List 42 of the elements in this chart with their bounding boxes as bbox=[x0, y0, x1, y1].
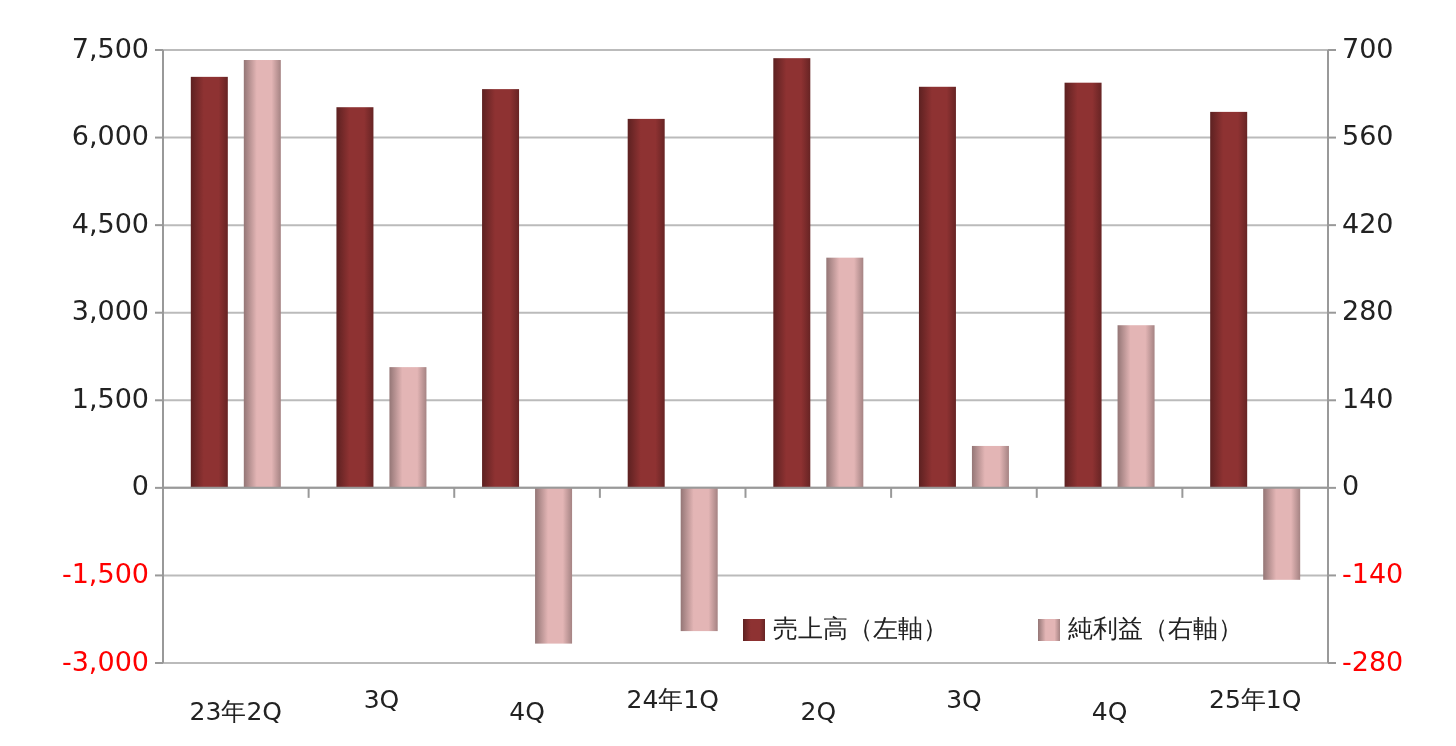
bar bbox=[482, 89, 520, 488]
bar bbox=[1210, 111, 1248, 488]
x-tick-label: 2Q bbox=[800, 697, 837, 726]
x-tick-label: 3Q bbox=[363, 685, 400, 714]
bar bbox=[680, 487, 718, 632]
bar bbox=[918, 86, 956, 488]
x-tick-label: 25年1Q bbox=[1208, 685, 1302, 714]
bar bbox=[1117, 325, 1155, 488]
y-tick-label: 4,500 bbox=[71, 207, 149, 239]
bar bbox=[826, 257, 864, 488]
x-tick-label: 4Q bbox=[509, 697, 545, 726]
y2-tick-label: 140 bbox=[1342, 382, 1394, 414]
y2-tick-label: -280 bbox=[1342, 645, 1404, 677]
y-tick-label: -3,000 bbox=[61, 645, 149, 677]
y-tick-label: 7,500 bbox=[71, 32, 149, 64]
bar bbox=[1064, 82, 1102, 488]
bar bbox=[243, 60, 281, 488]
x-tick-label: 4Q bbox=[1091, 697, 1128, 726]
y2-tick-label: 560 bbox=[1342, 120, 1394, 152]
legend-label: 売上高（左軸） bbox=[773, 614, 948, 643]
y2-tick-label: 280 bbox=[1342, 295, 1394, 327]
y-tick-label: 6,000 bbox=[71, 120, 149, 152]
x-tick-label: 24年1Q bbox=[626, 685, 719, 714]
bar bbox=[389, 367, 427, 488]
legend-label: 純利益（右軸） bbox=[1068, 614, 1243, 643]
bar bbox=[535, 487, 573, 644]
y-tick-label: 3,000 bbox=[71, 295, 149, 327]
y2-tick-label: -140 bbox=[1342, 557, 1404, 589]
y-tick-label: 0 bbox=[131, 470, 149, 502]
bar bbox=[627, 118, 665, 488]
x-tick-label: 23年2Q bbox=[189, 697, 283, 726]
bar bbox=[336, 107, 374, 488]
y2-tick-label: 700 bbox=[1342, 32, 1394, 64]
y2-tick-label: 0 bbox=[1342, 470, 1360, 502]
bar bbox=[190, 76, 228, 488]
bar bbox=[773, 58, 811, 488]
y-tick-label: -1,500 bbox=[61, 557, 149, 589]
bar bbox=[1263, 487, 1301, 580]
y2-tick-label: 420 bbox=[1342, 207, 1394, 239]
x-tick-label: 3Q bbox=[946, 685, 982, 714]
y-tick-label: 1,500 bbox=[71, 382, 149, 414]
bar bbox=[971, 445, 1009, 488]
